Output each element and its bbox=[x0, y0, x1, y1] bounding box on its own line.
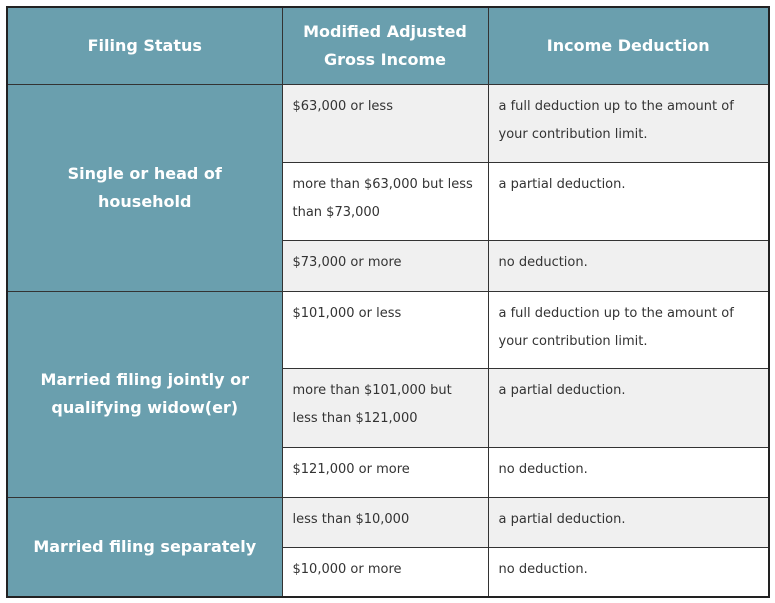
header-cell: Income Deduction bbox=[487, 6, 770, 85]
header-cell: Filing Status bbox=[6, 6, 283, 85]
table-row: Single or head of household $63,000 or le… bbox=[6, 83, 770, 292]
deduction-cell: no deduction. bbox=[487, 546, 770, 598]
income-cell: more than $101,000 but less than $121,00… bbox=[281, 367, 489, 448]
table-row: more than $63,000 but less than $73,000 a… bbox=[7, 161, 770, 241]
deduction-cell: a full deduction up to the amount of you… bbox=[487, 83, 770, 163]
table-row: Married filing separately less than $10,0… bbox=[6, 496, 770, 598]
income-cell: $63,000 or less bbox=[281, 83, 489, 163]
income-cell: more than $63,000 but less than $73,000 bbox=[281, 161, 489, 241]
income-cell: $10,000 or more bbox=[281, 546, 489, 598]
header-cell: Modified Adjusted Gross Income bbox=[281, 6, 489, 85]
header-row: Filing Status Modified Adjusted Gross In… bbox=[6, 6, 770, 85]
deduction-cell: a partial deduction. bbox=[487, 496, 770, 548]
table-body: Single or head of household $63,000 or le… bbox=[6, 83, 770, 598]
deduction-cell: a full deduction up to the amount of you… bbox=[487, 290, 770, 369]
income-cell: $73,000 or more bbox=[281, 239, 489, 292]
deduction-cell: no deduction. bbox=[487, 239, 770, 292]
table-row: more than $101,000 but less than $121,00… bbox=[7, 367, 770, 448]
deduction-cell: a partial deduction. bbox=[487, 367, 770, 448]
filing-status: Married filing jointly or qualifying wid… bbox=[6, 290, 283, 498]
income-cell: $121,000 or more bbox=[281, 446, 489, 498]
deduction-cell: no deduction. bbox=[487, 446, 770, 498]
income-cell: $101,000 or less bbox=[281, 290, 489, 369]
deduction-cell: a partial deduction. bbox=[487, 161, 770, 241]
table-row: $10,000 or more no deduction. bbox=[7, 546, 770, 598]
table-row: $73,000 or more no deduction. bbox=[7, 239, 770, 292]
deduction-table: Filing Status Modified Adjusted Gross In… bbox=[6, 6, 770, 598]
filing-status: Married filing separately bbox=[6, 496, 283, 598]
table-row: Married filing jointly or qualifying wid… bbox=[6, 290, 770, 498]
income-cell: less than $10,000 bbox=[281, 496, 489, 548]
filing-status: Single or head of household bbox=[6, 83, 283, 292]
